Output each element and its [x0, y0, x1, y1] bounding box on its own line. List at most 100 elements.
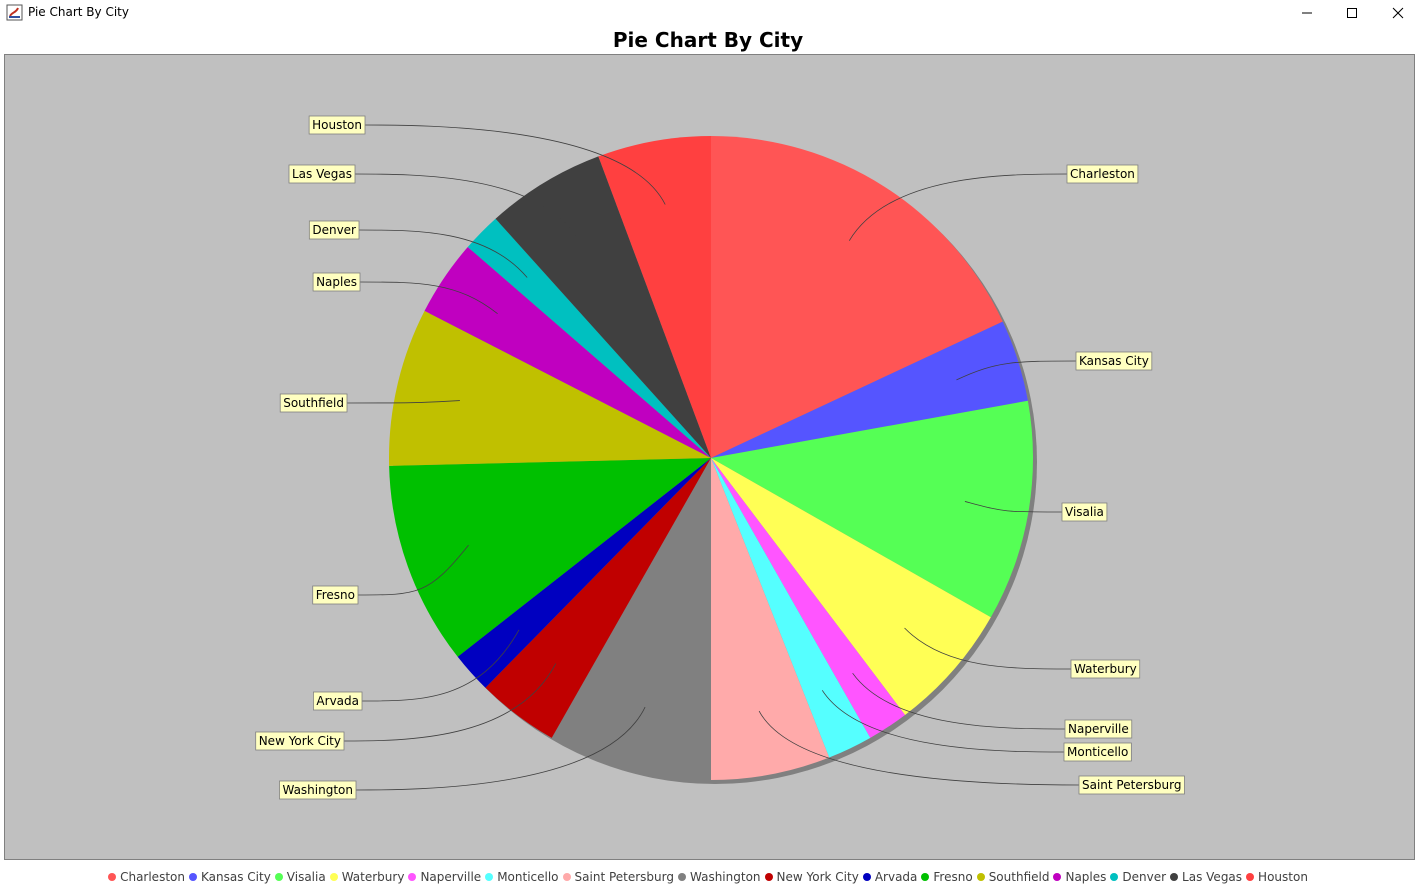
legend-item: Washington — [678, 870, 761, 884]
maximize-icon — [1347, 8, 1357, 18]
legend-label: Southfield — [988, 870, 1050, 884]
pie-slice-washington[interactable] — [551, 458, 711, 780]
legend-swatch — [1110, 873, 1119, 881]
legend-swatch — [1246, 873, 1255, 881]
pie-label-text: Naples — [316, 275, 357, 289]
pie-slice-arvada[interactable] — [457, 458, 711, 688]
pie-slice-southfield[interactable] — [389, 310, 711, 466]
pie-slice-charleston[interactable] — [711, 136, 1003, 458]
pie-label-text: Waterbury — [1074, 662, 1137, 676]
legend-swatch — [329, 873, 338, 881]
pie-label: Washington — [279, 780, 357, 800]
label-connector — [355, 706, 646, 791]
pie-label: Naples — [312, 272, 361, 292]
legend-swatch — [764, 873, 773, 881]
legend-item: Southfield — [976, 870, 1050, 884]
pie-label: New York City — [255, 731, 345, 751]
legend-swatch — [485, 873, 494, 881]
label-connector — [343, 663, 557, 742]
window-title: Pie Chart By City — [28, 5, 129, 19]
legend-item: Houston — [1246, 870, 1308, 884]
pie-label: Las Vegas — [288, 164, 356, 184]
legend-item: Visalia — [274, 870, 326, 884]
legend-label: Denver — [1122, 870, 1167, 884]
label-connector — [964, 501, 1063, 513]
pie-chart: Charleston Kansas City Visalia Waterbury Nap… — [255, 115, 1185, 800]
label-connector — [852, 672, 1066, 730]
legend-label: Fresno — [933, 870, 973, 884]
legend-swatch — [108, 873, 117, 881]
legend-swatch — [562, 873, 571, 881]
pie-label-text: Arvada — [316, 694, 359, 708]
label-connector — [357, 544, 469, 596]
pie-slice-waterbury[interactable] — [711, 458, 991, 715]
pie-slice-las-vegas[interactable] — [495, 156, 711, 458]
legend-item: Naperville — [408, 870, 481, 884]
pie-label: Kansas City — [1075, 351, 1153, 371]
legend: Charleston Kansas City Visalia Waterbury Nap… — [0, 868, 1416, 886]
pie-label-text: Fresno — [316, 588, 355, 602]
pie-slice-houston[interactable] — [598, 136, 711, 458]
pie-slice-denver[interactable] — [467, 218, 711, 458]
pie-label-text: Visalia — [1065, 505, 1104, 519]
legend-label: Monticello — [497, 870, 559, 884]
label-connector — [346, 400, 460, 404]
legend-label: Visalia — [286, 870, 326, 884]
legend-swatch — [862, 873, 871, 881]
legend-item: Las Vegas — [1170, 870, 1242, 884]
pie-label: Monticello — [1063, 742, 1132, 762]
legend-item: Naples — [1053, 870, 1106, 884]
pie-label: Denver — [308, 220, 360, 240]
legend-label: Las Vegas — [1182, 870, 1243, 884]
legend-item: New York City — [764, 870, 859, 884]
pie-slice-fresno[interactable] — [389, 458, 711, 657]
pie-label: Charleston — [1066, 164, 1139, 184]
pie-label-text: Monticello — [1067, 745, 1128, 759]
legend-swatch — [1170, 873, 1179, 881]
legend-item: Waterbury — [329, 870, 405, 884]
close-button[interactable] — [1375, 0, 1416, 26]
legend-label: Washington — [690, 870, 761, 884]
pie-label-text: Washington — [282, 783, 353, 797]
pie-label-text: New York City — [259, 734, 341, 748]
legend-label: Charleston — [120, 870, 185, 884]
pie-slice-kansas-city[interactable] — [711, 321, 1028, 458]
pie-slice-saint-petersburg[interactable] — [711, 458, 830, 780]
pie-label-text: Kansas City — [1079, 354, 1149, 368]
pie-label: Fresno — [312, 585, 359, 605]
label-connector — [354, 173, 578, 238]
legend-label: Saint Petersburg — [574, 870, 674, 884]
chart-title: Pie Chart By City — [612, 28, 804, 52]
pie-slice-naperville[interactable] — [711, 458, 906, 738]
pie-label-text: Southfield — [283, 396, 344, 410]
java-app-icon — [6, 4, 23, 21]
plot-area: Charleston Kansas City Visalia Waterbury Nap… — [4, 54, 1415, 860]
minimize-icon — [1302, 12, 1312, 14]
legend-item: Fresno — [921, 870, 973, 884]
legend-swatch — [274, 873, 283, 881]
pie-label: Naperville — [1064, 719, 1133, 739]
legend-item: Denver — [1110, 870, 1166, 884]
legend-item: Arvada — [862, 870, 917, 884]
legend-swatch — [1053, 873, 1062, 881]
pie-label-text: Denver — [312, 223, 356, 237]
pie-label-text: Las Vegas — [292, 167, 352, 181]
label-connector — [364, 124, 666, 205]
close-icon — [1392, 7, 1404, 19]
pie-label: Waterbury — [1070, 659, 1141, 679]
pie-slice-monticello[interactable] — [711, 458, 871, 758]
legend-item: Charleston — [108, 870, 185, 884]
legend-label: Naples — [1065, 870, 1107, 884]
label-connector — [821, 690, 1065, 753]
legend-label: Waterbury — [341, 870, 405, 884]
minimize-button[interactable] — [1284, 0, 1330, 26]
pie-slice-naples[interactable] — [424, 246, 711, 458]
pie-slice-visalia[interactable] — [711, 400, 1033, 618]
pie-slice-new-york-city[interactable] — [485, 458, 711, 738]
legend-swatch — [408, 873, 417, 881]
pie-label-text: Charleston — [1070, 167, 1135, 181]
legend-swatch — [976, 873, 985, 881]
window-titlebar: Pie Chart By City — [0, 0, 1416, 26]
maximize-button[interactable] — [1329, 0, 1375, 26]
label-connector — [956, 360, 1077, 381]
